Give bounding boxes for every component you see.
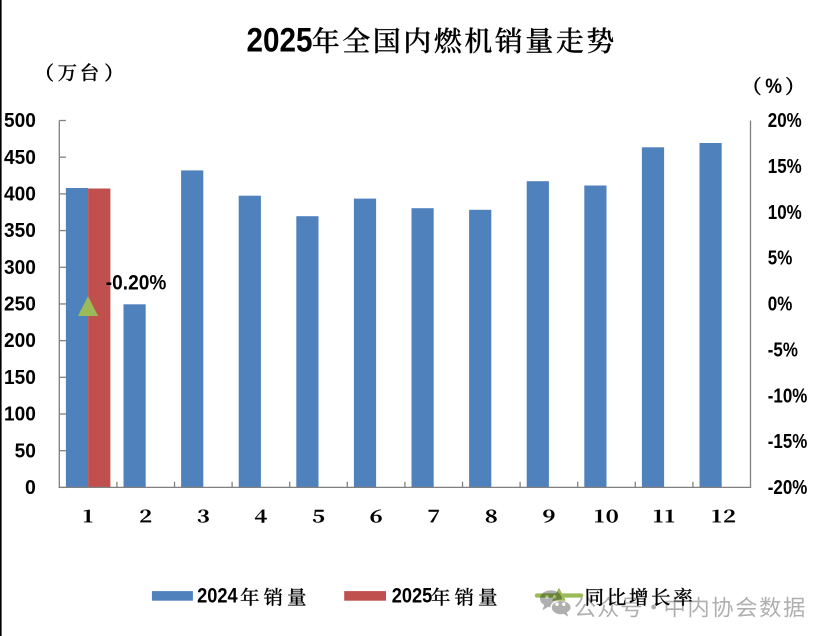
svg-text:100: 100 <box>4 404 36 426</box>
svg-text:-20%: -20% <box>768 477 808 499</box>
svg-text:0%: 0% <box>768 294 793 316</box>
svg-text:10%: 10% <box>768 202 802 224</box>
svg-text:150: 150 <box>4 367 36 389</box>
svg-text:200: 200 <box>4 330 36 352</box>
svg-text:-10%: -10% <box>768 385 808 407</box>
svg-text:50: 50 <box>15 440 36 462</box>
svg-text:-5%: -5% <box>768 339 798 361</box>
svg-text:2025: 2025 <box>392 585 433 608</box>
svg-text:15%: 15% <box>768 156 802 178</box>
svg-text:5%: 5% <box>768 248 793 270</box>
svg-text:20%: 20% <box>768 110 802 132</box>
svg-text:500: 500 <box>4 110 36 132</box>
svg-text:2024: 2024 <box>197 585 238 608</box>
svg-text:400: 400 <box>4 183 36 205</box>
svg-text:%: % <box>765 74 782 98</box>
svg-text:2025: 2025 <box>247 22 313 60</box>
svg-text:-15%: -15% <box>768 431 808 453</box>
svg-text:0: 0 <box>25 477 36 499</box>
svg-text:-0.20%: -0.20% <box>106 271 167 294</box>
svg-text:350: 350 <box>4 220 36 242</box>
svg-text:300: 300 <box>4 257 36 279</box>
svg-text:250: 250 <box>4 294 36 316</box>
svg-text:450: 450 <box>4 147 36 169</box>
